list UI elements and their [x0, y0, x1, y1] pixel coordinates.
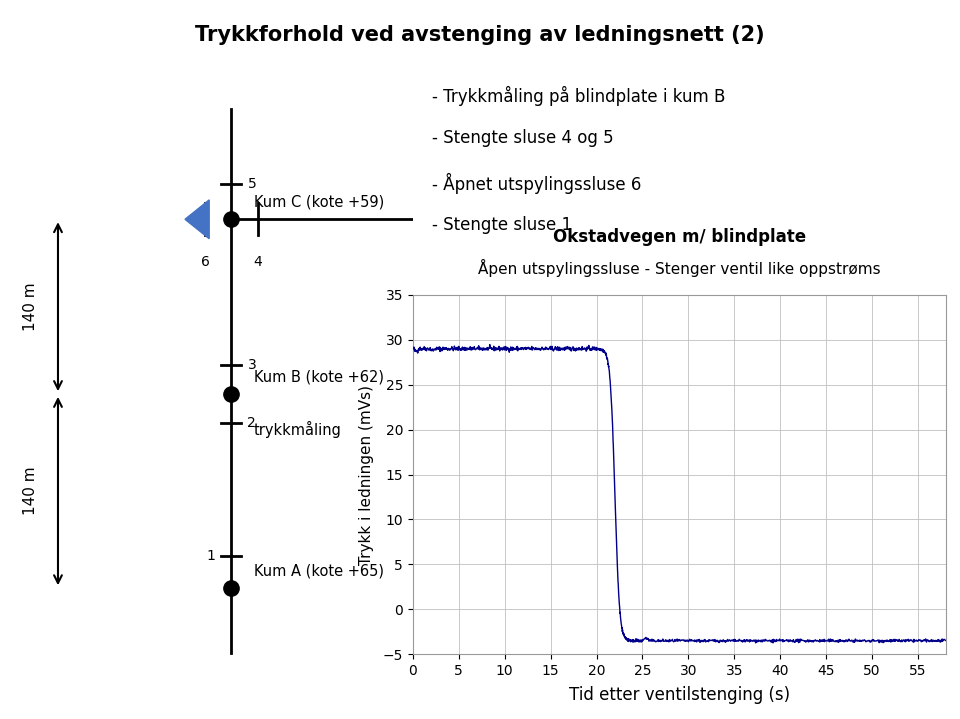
Text: 5: 5	[248, 177, 256, 191]
Text: - Trykkmåling på blindplate i kum B: - Trykkmåling på blindplate i kum B	[432, 86, 726, 106]
X-axis label: Tid etter ventilstenging (s): Tid etter ventilstenging (s)	[568, 687, 790, 705]
Text: 3: 3	[248, 358, 256, 372]
Text: 4: 4	[253, 255, 262, 269]
Text: Åpen utspylingssluse - Stenger ventil like oppstrøms: Åpen utspylingssluse - Stenger ventil li…	[478, 259, 880, 277]
Text: Kum B (kote +62): Kum B (kote +62)	[253, 370, 384, 384]
Text: Kum A (kote +65): Kum A (kote +65)	[253, 564, 384, 578]
Polygon shape	[185, 200, 209, 239]
Text: trykkmåling: trykkmåling	[253, 421, 342, 438]
Text: - Åpnet utspylingssluse 6: - Åpnet utspylingssluse 6	[432, 173, 641, 193]
Text: - Stengte sluse 1: - Stengte sluse 1	[432, 216, 572, 234]
Text: 140 m: 140 m	[23, 283, 37, 331]
Text: 140 m: 140 m	[23, 467, 37, 516]
Text: - Stengte sluse 4 og 5: - Stengte sluse 4 og 5	[432, 129, 613, 147]
Text: 1: 1	[206, 549, 215, 563]
Text: 2: 2	[248, 416, 256, 430]
Text: 6: 6	[201, 255, 209, 269]
Text: Kum C (kote +59): Kum C (kote +59)	[253, 195, 384, 209]
Y-axis label: Trykk i ledningen (mVs): Trykk i ledningen (mVs)	[359, 385, 374, 564]
Text: Okstadvegen m/ blindplate: Okstadvegen m/ blindplate	[553, 228, 805, 246]
Text: Trykkforhold ved avstenging av ledningsnett (2): Trykkforhold ved avstenging av ledningsn…	[195, 25, 765, 45]
